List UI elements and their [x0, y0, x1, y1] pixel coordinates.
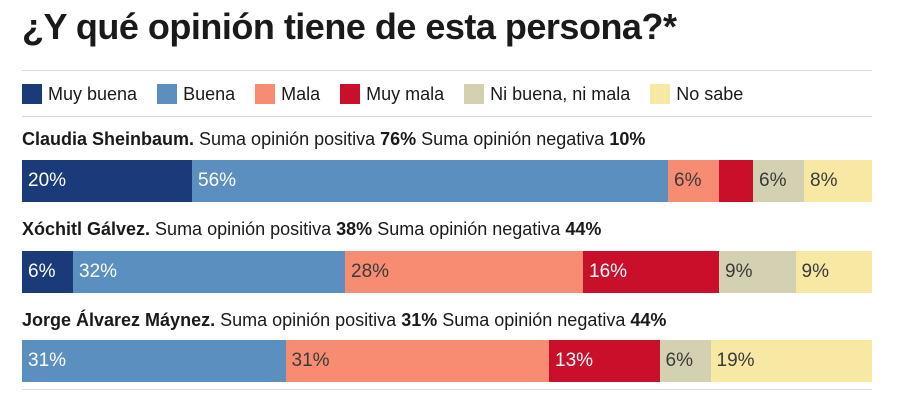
candidate-name: Xóchitl Gálvez.	[22, 219, 151, 239]
segment-value-label: 8%	[810, 170, 838, 191]
title-divider	[22, 70, 872, 71]
segment-value-label: 13%	[555, 350, 594, 371]
segment-value-label: 20%	[28, 170, 67, 191]
segment-value-label: 9%	[725, 261, 753, 282]
segment-value-label: 6%	[665, 350, 693, 371]
legend-divider	[22, 116, 872, 117]
legend-label: Mala	[281, 83, 321, 104]
bar-segment: 6%	[659, 340, 711, 382]
legend-label: Muy mala	[366, 83, 445, 104]
bar-segment	[719, 160, 753, 202]
bar-segment: 8%	[804, 160, 872, 202]
negative-label: Suma opinión negativa	[416, 129, 610, 149]
segment-value-label: 6%	[674, 170, 702, 191]
stacked-bar: 6% 32% 28% 16% 9% 9%	[22, 251, 872, 293]
positive-value: 76%	[380, 129, 417, 149]
row-label: Claudia Sheinbaum. Suma opinión positiva…	[22, 129, 645, 150]
legend: Muy buena Buena Mala Muy mala Ni buena, ni m…	[22, 82, 763, 106]
bar-segment: 9%	[795, 251, 872, 293]
chart-title: ¿Y qué opinión tiene de esta persona?*	[22, 6, 677, 47]
legend-swatch	[22, 84, 42, 104]
segment-value-label: 16%	[589, 261, 628, 282]
negative-value: 44%	[565, 219, 602, 239]
bar-segment: 31%	[22, 340, 286, 382]
negative-label: Suma opinión negativa	[437, 310, 631, 330]
bar-segment: 20%	[22, 160, 192, 202]
bar-segment: 31%	[285, 340, 549, 382]
negative-value: 44%	[630, 310, 667, 330]
segment-value-label: 28%	[351, 261, 390, 282]
candidate-name: Jorge Álvarez Máynez.	[22, 310, 216, 330]
segment-value-label: 6%	[759, 170, 787, 191]
legend-item: Ni buena, ni mala	[464, 84, 630, 105]
bar-segment: 9%	[719, 251, 796, 293]
negative-value: 10%	[609, 129, 646, 149]
legend-label: No sabe	[676, 83, 744, 104]
segment-value-label: 19%	[716, 350, 755, 371]
row-label: Jorge Álvarez Máynez. Suma opinión posit…	[22, 310, 666, 331]
bar-segment: 56%	[192, 160, 668, 202]
bar-segment: 32%	[73, 251, 345, 293]
stacked-bar: 20% 56% 6% 6% 8%	[22, 160, 872, 202]
legend-label: Ni buena, ni mala	[490, 83, 631, 104]
segment-value-label: 31%	[28, 350, 67, 371]
bar-segment: 13%	[549, 340, 660, 382]
legend-swatch	[650, 84, 671, 104]
bottom-divider	[22, 389, 872, 390]
negative-label: Suma opinión negativa	[372, 219, 566, 239]
segment-value-label: 9%	[801, 261, 829, 282]
segment-value-label: 32%	[79, 261, 118, 282]
legend-swatch	[464, 84, 485, 104]
legend-item: Muy mala	[340, 84, 444, 105]
candidate-name: Claudia Sheinbaum.	[22, 129, 195, 149]
legend-item: Buena	[157, 84, 235, 105]
bar-segment: 6%	[753, 160, 804, 202]
row-label: Xóchitl Gálvez. Suma opinión positiva 38…	[22, 219, 601, 240]
bar-segment: 6%	[22, 251, 73, 293]
legend-item: Muy buena	[22, 84, 137, 105]
positive-label: Suma opinión positiva	[150, 219, 337, 239]
bar-segment: 6%	[668, 160, 719, 202]
positive-value: 38%	[336, 219, 373, 239]
bar-segment: 28%	[345, 251, 583, 293]
positive-label: Suma opinión positiva	[194, 129, 381, 149]
bar-segment: 19%	[710, 340, 872, 382]
legend-swatch	[157, 84, 178, 104]
positive-label: Suma opinión positiva	[215, 310, 402, 330]
legend-item: Mala	[255, 84, 320, 105]
legend-item: No sabe	[650, 84, 743, 105]
legend-label: Muy buena	[48, 83, 138, 104]
legend-swatch	[340, 84, 361, 104]
legend-label: Buena	[183, 83, 236, 104]
positive-value: 31%	[401, 310, 438, 330]
bar-segment: 16%	[583, 251, 719, 293]
segment-value-label: 6%	[28, 261, 56, 282]
segment-value-label: 31%	[291, 350, 330, 371]
legend-swatch	[255, 84, 276, 104]
stacked-bar: 31% 31% 13% 6% 19%	[22, 340, 872, 382]
segment-value-label: 56%	[198, 170, 237, 191]
